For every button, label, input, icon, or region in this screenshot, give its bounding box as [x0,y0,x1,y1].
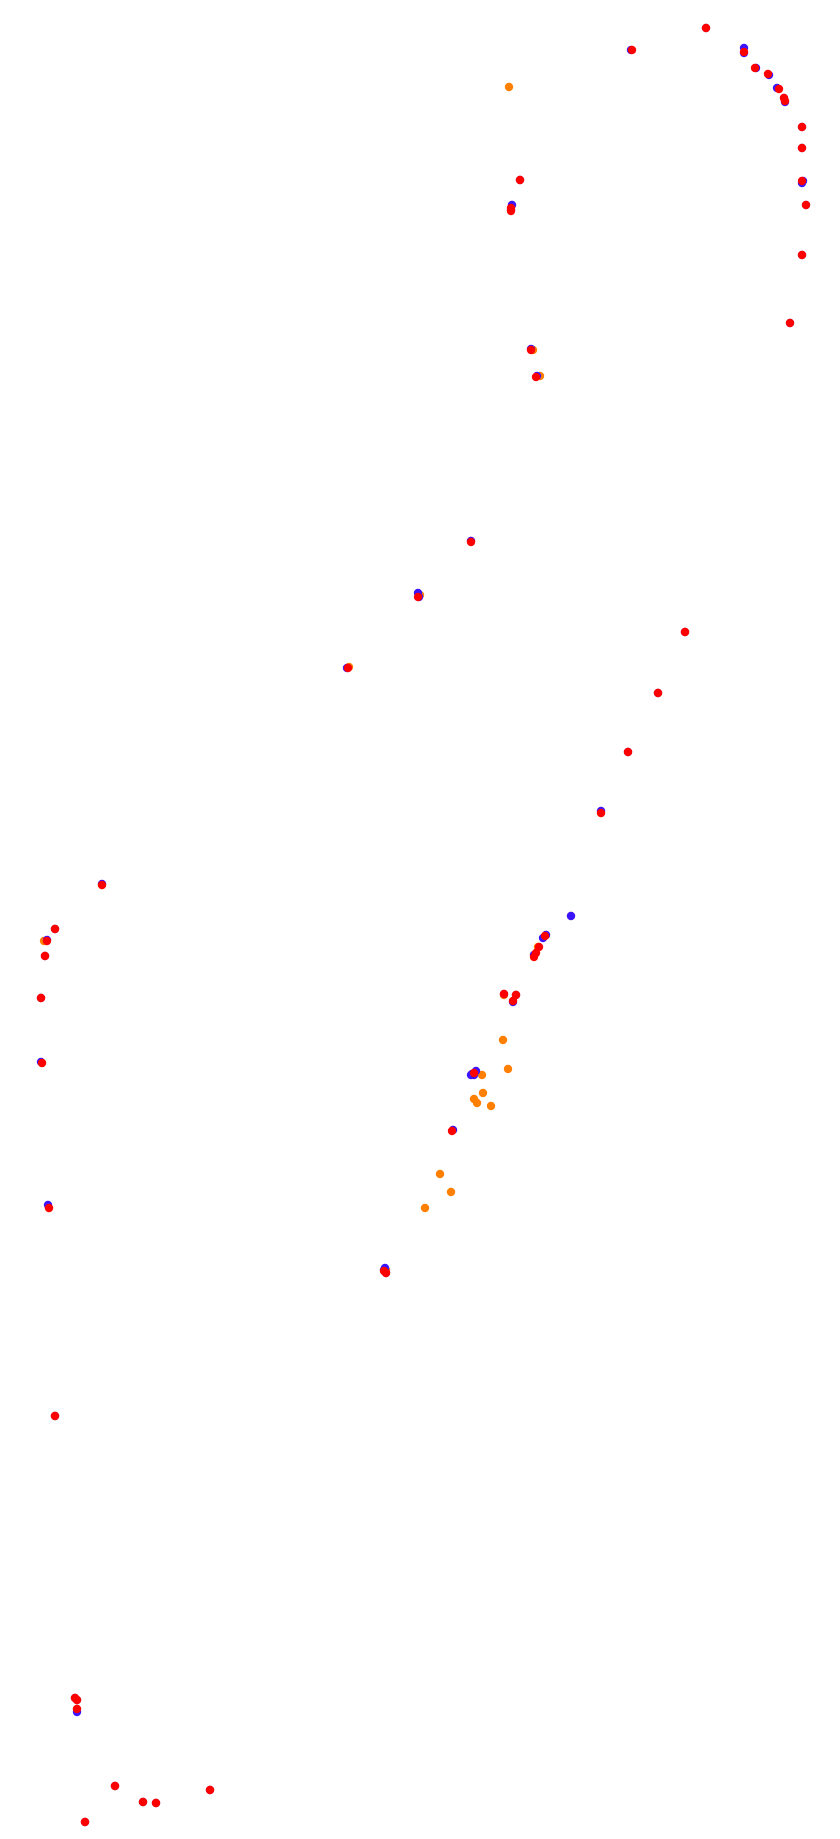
data-point [435,1169,445,1179]
data-point [110,1781,120,1791]
data-point [42,936,52,946]
data-point [498,1035,508,1045]
data-point [596,808,606,818]
data-point [526,345,536,355]
data-point [420,1203,430,1213]
data-point [40,951,50,961]
data-point [379,1266,389,1276]
data-point [515,175,525,185]
series-2 [36,23,811,1827]
data-point [780,96,790,106]
data-point [37,1058,47,1068]
data-point [151,1798,161,1808]
data-point [472,1098,482,1108]
data-point [566,911,576,921]
data-point [503,1064,513,1074]
data-point [446,1187,456,1197]
data-point [506,206,516,216]
data-point [797,122,807,132]
data-point [36,993,46,1003]
data-point [785,318,795,328]
data-point [44,1203,54,1213]
data-point [653,688,663,698]
data-point [477,1070,487,1080]
data-point [508,996,518,1006]
data-point [447,1126,457,1136]
data-point [97,880,107,890]
data-point [797,250,807,260]
data-point [739,47,749,57]
data-point [504,82,514,92]
data-point [801,200,811,210]
data-point [343,663,353,673]
data-point [774,84,784,94]
data-point [205,1785,215,1795]
data-point [50,1411,60,1421]
data-point [466,537,476,547]
data-point [750,63,760,73]
series-3 [36,23,811,1827]
data-point [50,924,60,934]
data-point [680,627,690,637]
data-point [80,1817,90,1827]
data-point [499,989,509,999]
data-point [797,176,807,186]
data-point [797,143,807,153]
data-point [70,1693,80,1703]
data-point [623,747,633,757]
data-point [478,1088,488,1098]
data-point [701,23,711,33]
data-point [531,372,541,382]
data-point [540,931,550,941]
plot-area [36,23,811,1827]
data-point [763,69,773,79]
data-point [486,1101,496,1111]
data-point [138,1797,148,1807]
data-point [529,952,539,962]
data-point [413,592,423,602]
data-point [469,1068,479,1078]
data-point [72,1704,82,1714]
series-1 [36,82,690,1827]
data-point [627,45,637,55]
